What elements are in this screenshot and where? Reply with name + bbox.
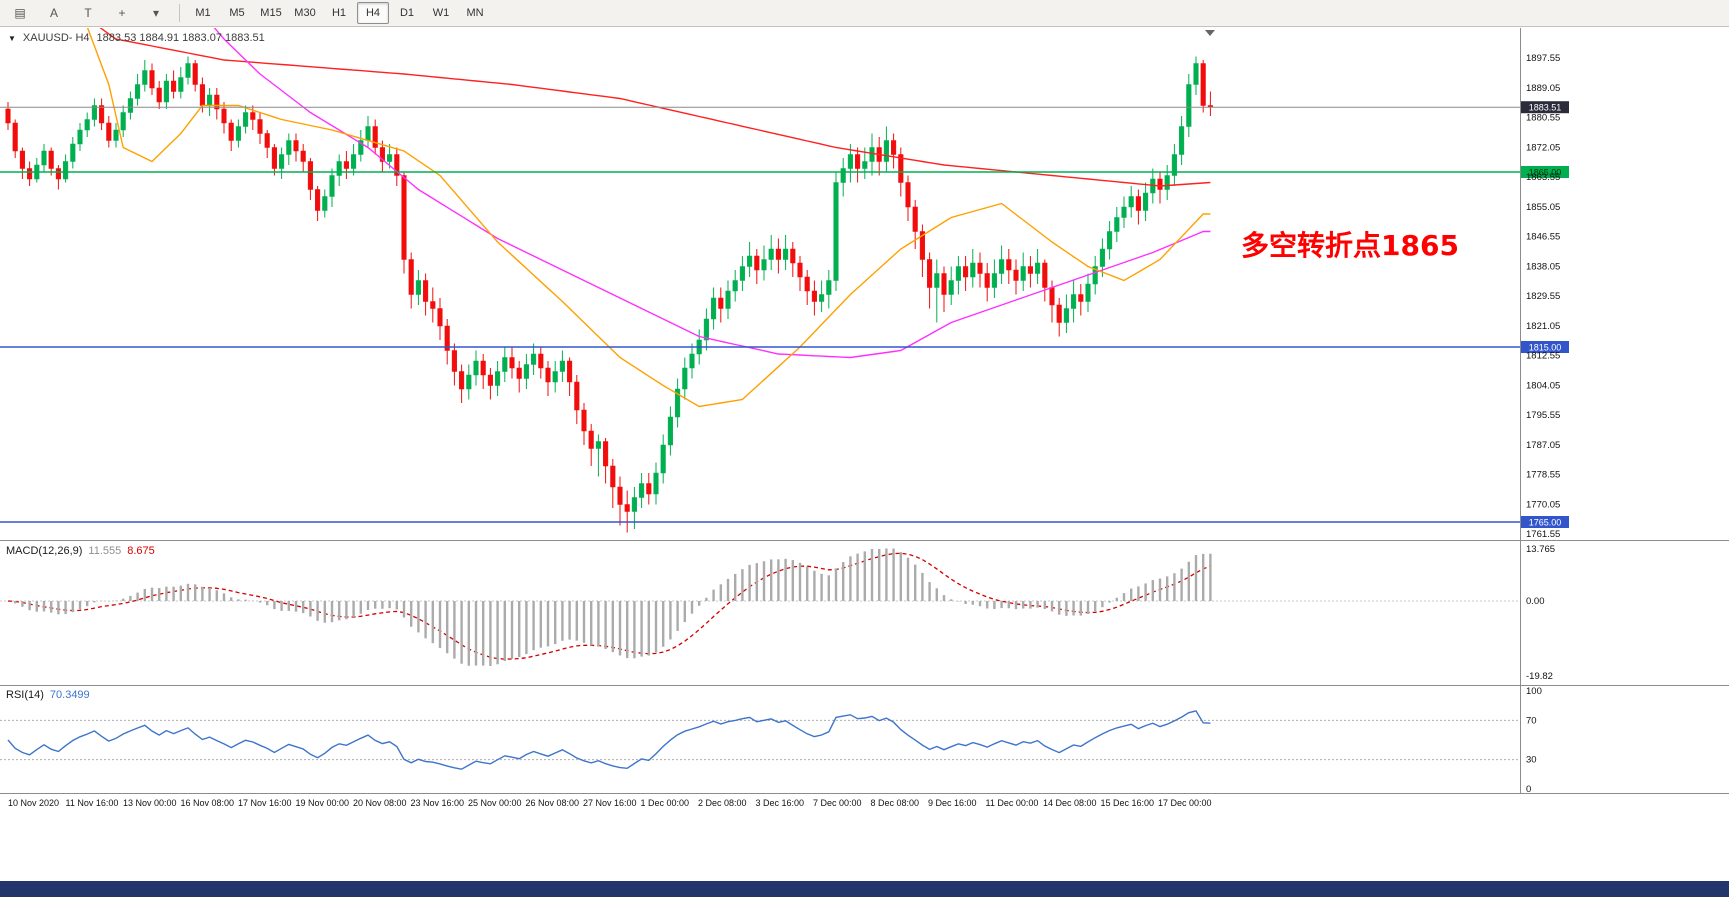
tf-button-W1[interactable]: W1 bbox=[432, 7, 450, 19]
svg-text:11 Nov 16:00: 11 Nov 16:00 bbox=[66, 798, 119, 808]
tf-button-M1[interactable]: M1 bbox=[195, 7, 211, 19]
svg-text:7 Dec 00:00: 7 Dec 00:00 bbox=[813, 798, 862, 808]
svg-text:1897.55: 1897.55 bbox=[1526, 53, 1560, 64]
svg-text:1838.05: 1838.05 bbox=[1526, 261, 1560, 272]
svg-text:1795.55: 1795.55 bbox=[1526, 410, 1560, 421]
crosshair-icon[interactable]: + bbox=[118, 6, 126, 20]
svg-text:70: 70 bbox=[1526, 715, 1537, 726]
svg-text:1804.05: 1804.05 bbox=[1526, 380, 1560, 391]
svg-text:20 Nov 08:00: 20 Nov 08:00 bbox=[353, 798, 407, 808]
svg-text:8 Dec 08:00: 8 Dec 08:00 bbox=[871, 798, 920, 808]
collapse-arrow-icon[interactable]: ▼ bbox=[8, 33, 16, 43]
svg-text:3 Dec 16:00: 3 Dec 16:00 bbox=[756, 798, 805, 808]
svg-text:1829.55: 1829.55 bbox=[1526, 291, 1560, 302]
candlesticks bbox=[5, 56, 1213, 533]
svg-text:1770.05: 1770.05 bbox=[1526, 499, 1560, 510]
tf-button-M30[interactable]: M30 bbox=[294, 7, 316, 19]
svg-text:1846.55: 1846.55 bbox=[1526, 232, 1560, 243]
svg-text:1863.55: 1863.55 bbox=[1526, 172, 1560, 183]
macd-histogram bbox=[13, 548, 1212, 666]
svg-text:10 Nov 2020: 10 Nov 2020 bbox=[8, 798, 59, 808]
svg-text:1821.05: 1821.05 bbox=[1526, 321, 1560, 332]
svg-text:9 Dec 16:00: 9 Dec 16:00 bbox=[928, 798, 977, 808]
tf-button-H4[interactable]: H4 bbox=[357, 2, 389, 24]
tf-button-D1[interactable]: D1 bbox=[399, 7, 415, 19]
rsi-indicator-label: RSI(14) 70.3499 bbox=[6, 689, 90, 701]
svg-text:11 Dec 00:00: 11 Dec 00:00 bbox=[986, 798, 1039, 808]
svg-text:27 Nov 16:00: 27 Nov 16:00 bbox=[583, 798, 637, 808]
svg-text:1880.55: 1880.55 bbox=[1526, 113, 1560, 124]
svg-text:0: 0 bbox=[1526, 784, 1531, 795]
ohlc-values: 1883.53 1884.91 1883.07 1883.51 bbox=[96, 32, 265, 44]
svg-text:26 Nov 08:00: 26 Nov 08:00 bbox=[526, 798, 580, 808]
macd-name: MACD(12,26,9) bbox=[6, 545, 83, 557]
svg-text:-19.82: -19.82 bbox=[1526, 671, 1553, 682]
symbol-period-label: XAUUSD- H4 bbox=[22, 32, 90, 44]
svg-text:1855.05: 1855.05 bbox=[1526, 202, 1560, 213]
svg-text:1889.05: 1889.05 bbox=[1526, 83, 1560, 94]
svg-text:15 Dec 16:00: 15 Dec 16:00 bbox=[1101, 798, 1155, 808]
svg-text:1812.55: 1812.55 bbox=[1526, 351, 1560, 362]
chart-shift-marker bbox=[1205, 30, 1215, 36]
ma-mid-magenta bbox=[213, 28, 1211, 359]
svg-text:13.765: 13.765 bbox=[1526, 544, 1555, 555]
rsi-line bbox=[7, 710, 1211, 770]
rsi-value: 70.3499 bbox=[49, 689, 90, 701]
svg-text:17 Nov 16:00: 17 Nov 16:00 bbox=[238, 798, 292, 808]
macd-signal-value: 8.675 bbox=[127, 545, 155, 557]
panel-separators bbox=[0, 28, 1729, 794]
svg-text:1 Dec 00:00: 1 Dec 00:00 bbox=[641, 798, 690, 808]
svg-text:17 Dec 00:00: 17 Dec 00:00 bbox=[1158, 798, 1212, 808]
svg-text:1765.00: 1765.00 bbox=[1529, 518, 1562, 528]
symbol-quote-line: ▼ XAUUSD- H4 1883.53 1884.91 1883.07 188… bbox=[8, 32, 265, 44]
macd-main-value: 11.555 bbox=[88, 545, 122, 557]
tf-button-M5[interactable]: M5 bbox=[229, 7, 245, 19]
svg-text:0.00: 0.00 bbox=[1526, 596, 1545, 607]
horizontal-lines: 1865.00 1815.00 1765.00 1883.51 bbox=[0, 101, 1569, 528]
svg-text:1778.55: 1778.55 bbox=[1526, 470, 1560, 481]
svg-text:1872.05: 1872.05 bbox=[1526, 142, 1560, 153]
svg-text:23 Nov 16:00: 23 Nov 16:00 bbox=[411, 798, 465, 808]
svg-text:13 Nov 00:00: 13 Nov 00:00 bbox=[123, 798, 177, 808]
text-tool-icon[interactable]: T bbox=[84, 6, 92, 20]
svg-text:1883.51: 1883.51 bbox=[1529, 103, 1562, 113]
svg-text:25 Nov 00:00: 25 Nov 00:00 bbox=[468, 798, 522, 808]
macd-indicator-label: MACD(12,26,9) 11.555 8.675 bbox=[6, 545, 155, 557]
chart-annotation-text: 多空转折点1865 bbox=[1241, 229, 1459, 262]
tf-button-M15[interactable]: M15 bbox=[260, 7, 282, 19]
svg-text:1761.55: 1761.55 bbox=[1526, 529, 1560, 540]
svg-text:1815.00: 1815.00 bbox=[1529, 343, 1562, 353]
letter-a-icon[interactable]: A bbox=[49, 6, 58, 20]
chart-list-icon[interactable]: ▤ bbox=[14, 6, 26, 20]
svg-text:100: 100 bbox=[1526, 686, 1542, 697]
rsi-axis-labels: 100 70 30 0 bbox=[1526, 686, 1542, 795]
toolbar-separator bbox=[179, 4, 180, 22]
svg-text:2 Dec 08:00: 2 Dec 08:00 bbox=[698, 798, 747, 808]
rsi-name: RSI(14) bbox=[6, 689, 44, 701]
svg-text:1787.05: 1787.05 bbox=[1526, 440, 1560, 451]
svg-text:30: 30 bbox=[1526, 755, 1537, 766]
toolbar: ▤ A T + ▾ M1 M5 M15 M30 H1 H4 D1 W1 MN bbox=[0, 0, 1729, 27]
rsi-panel bbox=[0, 710, 1520, 770]
time-axis-labels: 10 Nov 2020 11 Nov 16:00 13 Nov 00:00 16 No… bbox=[8, 798, 1212, 808]
dropdown-arrow-icon[interactable]: ▾ bbox=[152, 6, 160, 20]
svg-text:19 Nov 00:00: 19 Nov 00:00 bbox=[296, 798, 350, 808]
macd-axis-labels: 13.765 0.00 -19.82 bbox=[1526, 544, 1555, 682]
taskbar-strip bbox=[0, 881, 1729, 897]
tf-button-H1[interactable]: H1 bbox=[331, 7, 347, 19]
price-axis-labels: 1897.55 1889.05 1880.55 1872.05 1863.55 1855.… bbox=[1526, 53, 1560, 540]
svg-text:1865.00: 1865.00 bbox=[1529, 168, 1562, 178]
svg-text:16 Nov 08:00: 16 Nov 08:00 bbox=[181, 798, 235, 808]
ma-slow-red bbox=[99, 28, 1211, 187]
tf-button-MN[interactable]: MN bbox=[466, 7, 484, 19]
macd-panel bbox=[0, 552, 1520, 660]
svg-text:14 Dec 08:00: 14 Dec 08:00 bbox=[1043, 798, 1097, 808]
